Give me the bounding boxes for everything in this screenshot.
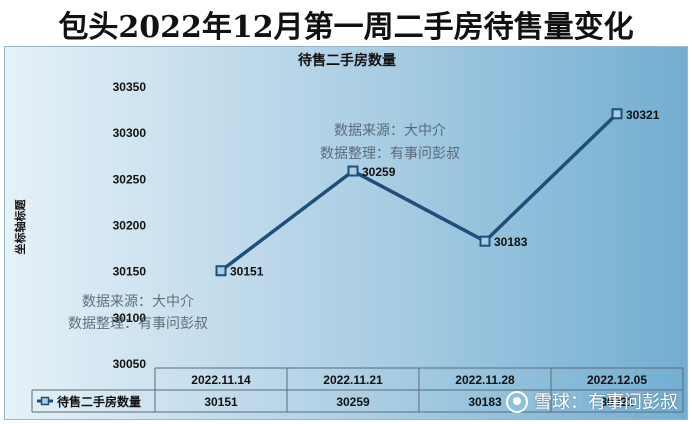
series-line [219,112,619,273]
watermark-editor-1: 数据整理：有事问彭叔 [320,146,460,162]
table-cell: 30151 [204,395,238,409]
data-label: 30151 [230,265,264,279]
banner: 包头2022年12月第一周二手房待售量变化 [0,0,692,46]
y-tick-label: 30250 [113,172,147,186]
data-table: 2022.11.14 30151 2022.11.21 30259 2022.11.28… [31,367,684,413]
data-point [215,265,227,277]
page-title: 包头2022年12月第一周二手房待售量变化 [58,10,634,45]
watermark-editor-2: 数据整理：有事问彭叔 [68,316,208,332]
y-tick-label: 30350 [113,80,147,94]
table-cell: 30183 [468,395,502,409]
y-tick-label: 30150 [113,265,147,279]
x-tick-label: 2022.11.14 [191,373,251,387]
data-label: 30259 [362,165,396,179]
xueqiu-watermark-text: 雪球：有事问彭叔 [534,392,678,413]
y-tick-label: 30100 [113,311,147,325]
y-axis-label: 坐标轴标题 [13,199,27,255]
data-point [611,108,623,120]
watermark-source-2: 数据来源：大中介 [82,294,194,310]
xueqiu-watermark: 雪球：有事问彭叔 [506,388,678,414]
series-group: 30151 30259 30183 30321 [215,108,660,279]
legend-marker [40,396,50,406]
y-axis: 30050 30100 30150 30200 30250 30300 30350 [113,80,147,371]
x-tick-label: 2022.11.28 [455,373,515,387]
data-point [479,235,491,247]
table-cell: 30259 [336,395,370,409]
legend-label: 待售二手房数量 [57,394,141,409]
y-tick-label: 30300 [113,126,147,140]
chart-title: 待售二手房数量 [298,52,396,68]
table-cell: 30321 [600,395,634,409]
chart-frame [4,46,688,420]
y-tick-label: 30200 [113,219,147,233]
x-tick-label: 2022.11.21 [323,373,383,387]
y-tick-label: 30050 [113,357,147,371]
data-label: 30321 [626,108,660,122]
data-point [347,165,359,177]
chart-background [5,47,687,419]
xueqiu-logo-icon [506,391,528,413]
data-label: 30183 [494,235,528,249]
x-tick-label: 2022.12.05 [587,373,647,387]
watermark-source-1: 数据来源：大中介 [334,123,446,139]
